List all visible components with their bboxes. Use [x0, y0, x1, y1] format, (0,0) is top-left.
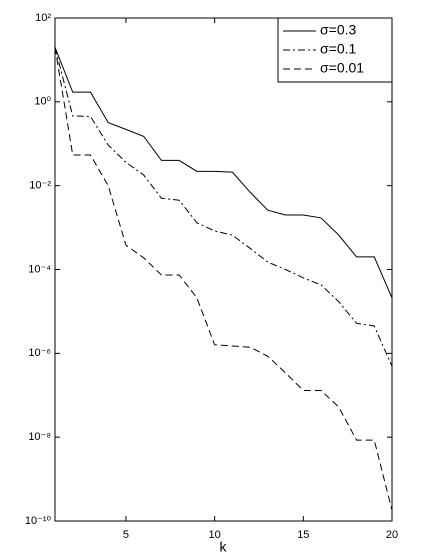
y-tick-label: 10⁰	[34, 96, 51, 108]
legend-box	[277, 17, 393, 83]
x-tick-label: 5	[123, 529, 129, 541]
legend-label: σ=0.01	[320, 60, 364, 76]
y-tick-label: 10⁻⁸	[28, 431, 51, 443]
x-axis-label: k	[220, 539, 228, 555]
y-tick-label: 10⁻⁴	[28, 263, 51, 275]
y-tick-label: 10²	[35, 12, 51, 24]
legend-label: σ=0.1	[320, 41, 356, 57]
y-tick-label: 10⁻²	[29, 180, 51, 192]
x-tick-label: 20	[386, 529, 398, 541]
series-line	[54, 47, 393, 367]
series-line	[54, 47, 393, 299]
legend-label: σ=0.3	[320, 22, 356, 38]
x-tick-label: 10	[209, 529, 221, 541]
y-tick-label: 10⁻¹⁰	[25, 515, 52, 527]
y-tick-label: 10⁻⁶	[28, 347, 51, 359]
plot-frame	[54, 17, 393, 522]
series-line	[54, 47, 393, 511]
x-tick-label: 15	[297, 529, 309, 541]
